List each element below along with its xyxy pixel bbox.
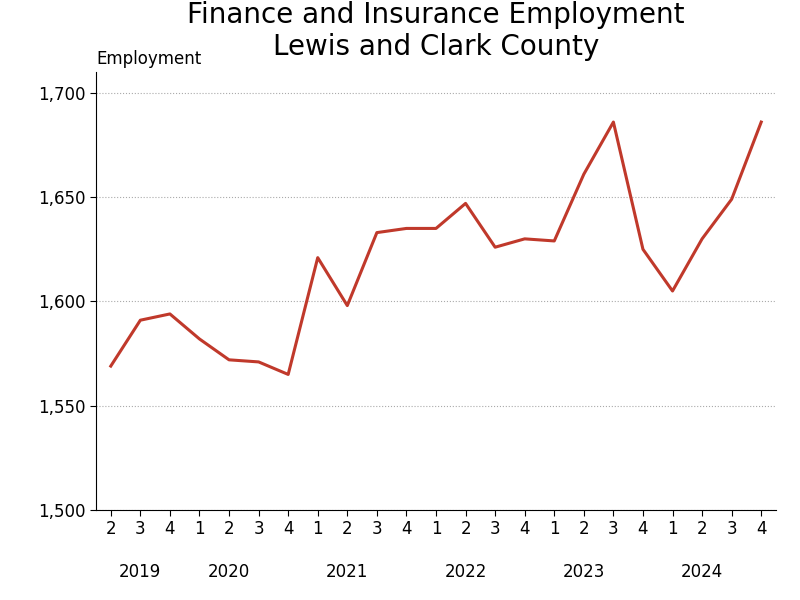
Text: 2022: 2022 <box>444 563 486 581</box>
Text: 2019: 2019 <box>119 563 162 581</box>
Text: 2021: 2021 <box>326 563 369 581</box>
Text: 2020: 2020 <box>208 563 250 581</box>
Text: 2023: 2023 <box>562 563 605 581</box>
Title: Finance and Insurance Employment
Lewis and Clark County: Finance and Insurance Employment Lewis a… <box>187 1 685 61</box>
Text: Employment: Employment <box>96 50 202 68</box>
Text: 2024: 2024 <box>681 563 723 581</box>
